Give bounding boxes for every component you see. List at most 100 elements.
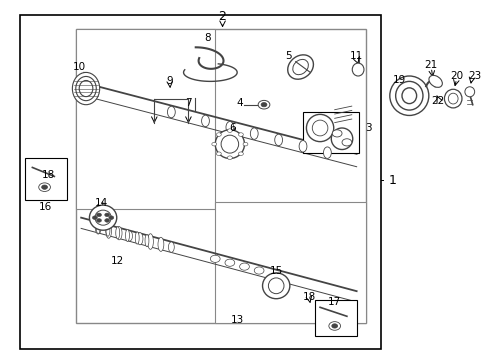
Circle shape [258,100,269,109]
Circle shape [96,219,101,222]
Circle shape [92,216,97,220]
Bar [20,15,380,348]
Ellipse shape [250,128,258,139]
Ellipse shape [287,55,313,79]
Ellipse shape [158,237,163,251]
Circle shape [331,130,341,137]
Circle shape [254,267,264,274]
Circle shape [331,324,337,328]
Ellipse shape [147,234,153,249]
Ellipse shape [72,72,100,105]
Text: 20: 20 [449,71,462,81]
Bar [76,30,215,209]
Ellipse shape [274,134,282,146]
Text: 10: 10 [73,62,86,72]
Ellipse shape [395,81,422,110]
Circle shape [109,216,114,220]
Text: 9: 9 [166,76,173,86]
Ellipse shape [168,242,174,252]
Text: 18: 18 [41,170,55,180]
Text: 17: 17 [327,297,341,307]
Ellipse shape [401,88,416,104]
Ellipse shape [389,76,428,116]
Ellipse shape [89,205,117,230]
Ellipse shape [116,227,120,239]
Ellipse shape [95,221,101,234]
Circle shape [216,133,221,136]
Circle shape [341,139,351,146]
Circle shape [227,156,232,159]
Circle shape [238,133,243,136]
Ellipse shape [201,115,209,127]
Text: 7: 7 [185,98,191,108]
Ellipse shape [135,232,139,244]
Ellipse shape [76,76,96,101]
Circle shape [261,103,266,107]
Ellipse shape [215,130,244,158]
Ellipse shape [268,278,284,294]
Text: 21: 21 [424,60,437,70]
Ellipse shape [116,226,122,240]
Ellipse shape [444,89,461,108]
Circle shape [216,152,221,156]
Text: 2: 2 [218,10,226,23]
Ellipse shape [292,59,308,75]
Ellipse shape [126,231,132,241]
Text: 11: 11 [349,51,363,61]
Text: 1: 1 [387,174,395,186]
Circle shape [243,142,247,146]
Text: 3: 3 [365,123,371,133]
Ellipse shape [145,234,149,247]
Ellipse shape [225,122,233,133]
Ellipse shape [428,75,442,87]
Text: 22: 22 [430,96,444,106]
Text: 4: 4 [236,98,243,108]
Bar [303,112,358,153]
Text: 6: 6 [228,123,235,133]
Circle shape [211,142,216,146]
Text: 5: 5 [285,51,291,61]
Circle shape [210,255,220,262]
Circle shape [328,321,340,330]
Text: 15: 15 [269,266,282,276]
Ellipse shape [167,106,175,118]
Ellipse shape [262,273,289,299]
Text: 13: 13 [230,315,244,325]
Ellipse shape [351,63,363,76]
Circle shape [238,152,243,156]
Ellipse shape [96,221,100,234]
Ellipse shape [221,135,238,153]
Circle shape [104,213,109,217]
Ellipse shape [106,224,110,236]
Ellipse shape [137,233,142,245]
Ellipse shape [312,120,327,136]
Circle shape [227,129,232,132]
Circle shape [41,185,47,189]
Text: 16: 16 [39,202,52,212]
Ellipse shape [95,210,111,225]
Bar [76,30,366,323]
Circle shape [96,213,101,217]
Ellipse shape [79,81,93,96]
Circle shape [104,219,109,222]
Ellipse shape [464,87,474,97]
Text: 8: 8 [204,33,211,43]
Text: 18: 18 [302,292,315,302]
Ellipse shape [306,114,333,141]
Bar [215,202,366,323]
Circle shape [239,263,249,270]
Text: 12: 12 [111,256,124,266]
Ellipse shape [330,128,352,149]
Text: 19: 19 [392,75,405,85]
Ellipse shape [299,140,306,152]
Text: 23: 23 [467,71,480,81]
Text: 14: 14 [95,198,108,208]
Ellipse shape [125,229,129,242]
Bar [315,300,356,336]
Ellipse shape [323,147,330,158]
Ellipse shape [447,93,457,104]
Circle shape [224,259,234,266]
Ellipse shape [105,222,111,238]
Circle shape [39,183,50,192]
Bar [25,158,66,200]
